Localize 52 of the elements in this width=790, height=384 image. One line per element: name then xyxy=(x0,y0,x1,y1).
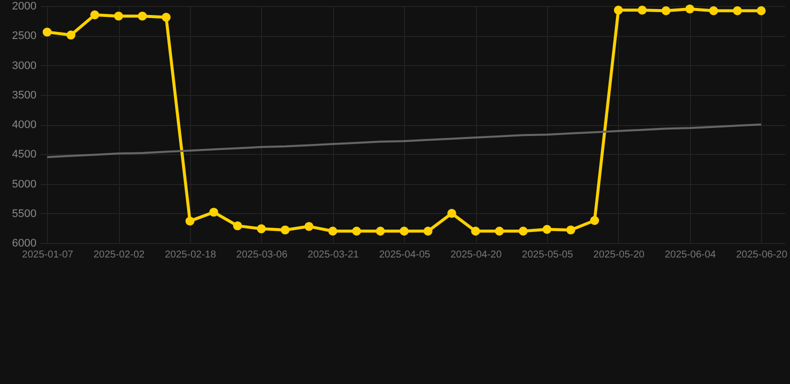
point xyxy=(185,216,194,226)
point xyxy=(566,226,576,234)
x-tick-label: 2025-06-20 xyxy=(736,250,788,260)
y-tick-label: 3500 xyxy=(12,89,36,102)
line-series xyxy=(46,124,762,158)
y-tick-label: 2000 xyxy=(12,0,36,12)
point xyxy=(304,222,314,231)
point xyxy=(233,221,242,230)
point xyxy=(518,226,528,236)
x-tick-label: 2025-05-05 xyxy=(522,250,574,260)
point xyxy=(662,6,670,16)
y-tick-label: 4000 xyxy=(12,119,36,131)
point xyxy=(494,226,504,236)
point xyxy=(328,226,338,236)
point xyxy=(376,226,385,236)
x-tick-label: 2025-01-07 xyxy=(22,250,74,260)
y-tick-label: 6000 xyxy=(12,238,36,250)
point xyxy=(638,6,647,15)
point xyxy=(66,30,76,40)
y-tick-label: 3000 xyxy=(12,60,36,72)
point xyxy=(756,6,766,16)
point xyxy=(590,216,600,225)
point xyxy=(162,12,171,22)
x-tick-label: 2025-04-05 xyxy=(379,250,431,260)
x-tick-label: 2025-02-02 xyxy=(93,250,146,260)
point xyxy=(209,208,218,217)
point xyxy=(42,28,52,37)
y-tick-label: 5000 xyxy=(12,178,36,190)
x-tick-label: 2025-03-21 xyxy=(308,250,360,260)
y-tick-label: 2500 xyxy=(12,30,36,42)
x-tick-label: 2025-02-18 xyxy=(164,250,216,260)
point xyxy=(732,6,742,16)
x-tick-label: 2025-06-04 xyxy=(664,250,716,260)
x-tick-label: 2025-04-20 xyxy=(450,250,502,260)
x-tick-label: 2025-03-06 xyxy=(236,250,288,260)
point xyxy=(400,226,409,236)
point xyxy=(542,224,552,234)
point xyxy=(256,224,266,234)
point xyxy=(447,208,456,218)
x-tick-label: 2025-05-20 xyxy=(593,250,645,260)
point xyxy=(352,226,362,236)
point xyxy=(280,226,290,234)
point xyxy=(709,6,718,16)
point xyxy=(114,12,124,21)
point xyxy=(685,4,694,14)
y-tick-label: 5500 xyxy=(12,208,36,220)
point xyxy=(614,6,623,15)
point xyxy=(424,226,432,236)
point xyxy=(471,226,480,236)
y-tick-label: 4500 xyxy=(12,148,36,161)
point xyxy=(90,10,100,20)
point xyxy=(138,12,147,21)
